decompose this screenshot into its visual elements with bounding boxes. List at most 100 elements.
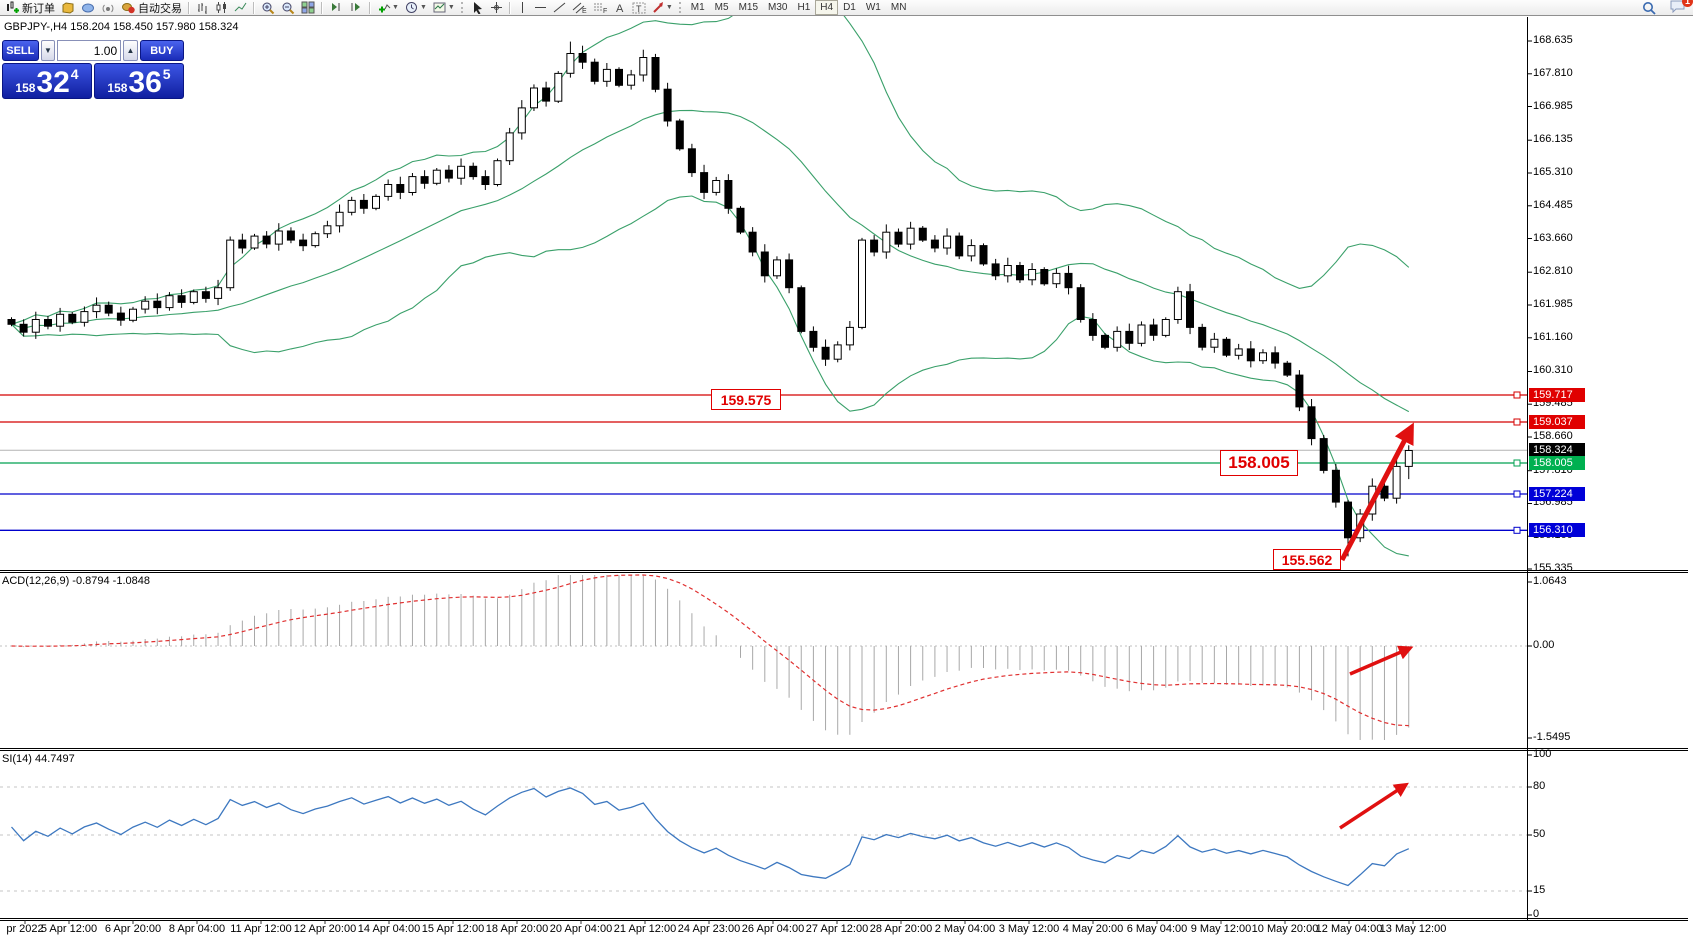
time-axis-label: 5 Apr 12:00 (40, 923, 98, 935)
tab-timeframe-H1[interactable]: H1 (797, 2, 811, 13)
text-tool[interactable]: A (611, 0, 629, 15)
buy-price-major: 158 (107, 81, 128, 95)
macd-trend-arrow[interactable] (1349, 645, 1414, 676)
sell-price-display[interactable]: 158 32 4 (2, 63, 92, 99)
zoom-out-icon[interactable] (278, 0, 298, 15)
line-handle[interactable] (1513, 391, 1521, 399)
chart-shift-icon[interactable] (346, 0, 366, 15)
price-line-badge: 159.037 (1529, 415, 1585, 430)
buy-price-display[interactable]: 158 36 5 (94, 63, 184, 99)
tab-timeframe-M15[interactable]: M15 (738, 2, 759, 13)
profiles-icon[interactable] (58, 0, 78, 15)
svg-text:F: F (603, 8, 607, 14)
price-tick-label: 155.335 (1533, 561, 1573, 574)
tab-timeframe-M5[interactable]: M5 (714, 2, 729, 13)
text-label-tool[interactable]: T (629, 0, 649, 15)
equidistant-channel-tool[interactable]: E (569, 0, 590, 15)
line-chart-icon[interactable] (231, 0, 250, 15)
autotrading-label: 自动交易 (138, 2, 182, 15)
volume-input[interactable] (57, 40, 122, 61)
market-watch-icon[interactable] (78, 0, 98, 15)
buy-price-pips: 36 (128, 66, 162, 99)
main-chart-trend-arrow[interactable] (1339, 422, 1414, 562)
arrows-tool-dropdown[interactable]: ▼ (649, 0, 676, 15)
price-tick-label: 167.810 (1533, 66, 1573, 79)
periods-dropdown[interactable]: ▼ (402, 0, 430, 15)
time-axis-label: 3 May 12:00 (998, 923, 1060, 935)
volume-decrease-button[interactable]: ▼ (40, 40, 56, 61)
price-line-badge: 156.310 (1529, 523, 1585, 538)
main-chart-plot-area[interactable] (0, 17, 1527, 570)
tab-timeframe-M30[interactable]: M30 (768, 2, 788, 13)
tab-timeframe-D1[interactable]: D1 (843, 2, 856, 13)
line-handle[interactable] (1513, 418, 1521, 426)
time-axis-label: 28 Apr 20:00 (869, 923, 933, 935)
price-line-badge: 157.224 (1529, 487, 1585, 501)
toolbar: 新订单 自动交易 ▼ ▼ ▼ E F A T ▼ M1 M5 M15 M30 H1 H4 D… (0, 0, 1693, 16)
search-icon[interactable] (1639, 0, 1660, 15)
autotrading-button[interactable]: 自动交易 (118, 0, 185, 15)
price-tick-label: 161.160 (1533, 330, 1573, 343)
notifications-button[interactable]: 1 (1670, 0, 1693, 16)
candlestick-chart-icon[interactable] (212, 0, 231, 15)
tab-timeframe-MN[interactable]: MN (890, 2, 907, 13)
bollinger-upper-band (11, 0, 1410, 325)
macd-histogram (23, 575, 1410, 740)
time-axis-label: 9 May 12:00 (1190, 923, 1252, 935)
price-line-badge: 159.717 (1529, 388, 1585, 403)
buy-button[interactable]: BUY (139, 40, 185, 61)
time-axis-label: 6 Apr 20:00 (104, 923, 162, 935)
bar-chart-icon[interactable] (193, 0, 212, 15)
tab-timeframe-M1[interactable]: M1 (690, 2, 705, 13)
horizontal-line-tool[interactable] (531, 0, 550, 15)
line-handle[interactable] (1513, 526, 1521, 534)
toolbar-grip (678, 2, 683, 13)
price-tick-label: 164.485 (1533, 198, 1573, 211)
time-axis-label: 20 Apr 04:00 (549, 923, 613, 935)
zoom-in-icon[interactable] (258, 0, 278, 15)
bollinger-lower-band (11, 195, 1409, 557)
indicators-dropdown[interactable]: ▼ (374, 0, 402, 15)
templates-dropdown[interactable]: ▼ (430, 0, 458, 15)
tile-windows-icon[interactable] (298, 0, 318, 15)
rsi-plot-area[interactable] (0, 750, 1527, 918)
macd-plot-area[interactable] (0, 572, 1527, 748)
tab-timeframe-W1[interactable]: W1 (865, 2, 881, 13)
cursor-tool[interactable] (468, 0, 487, 15)
line-handle[interactable] (1513, 490, 1521, 498)
macd-axis-label: -1.5495 (1533, 731, 1571, 743)
vertical-line-tool[interactable] (514, 0, 531, 15)
chevron-down-icon: ▼ (392, 4, 399, 11)
macd-signal-line (11, 574, 1409, 727)
rsi-trend-arrow[interactable] (1339, 782, 1409, 830)
price-annotation[interactable]: 159.575 (711, 389, 781, 410)
fibonacci-tool[interactable]: F (590, 0, 611, 15)
toolbar-grip (460, 2, 465, 13)
trendline-tool[interactable] (550, 0, 569, 15)
price-annotation[interactable]: 155.562 (1273, 549, 1341, 570)
time-axis-label: 27 Apr 12:00 (805, 923, 869, 935)
rsi-axis-label: 0 (1533, 908, 1540, 920)
volume-increase-button[interactable]: ▲ (123, 40, 138, 61)
toolbar-separator (253, 1, 255, 14)
signals-icon[interactable] (98, 0, 118, 15)
tab-timeframe-H4[interactable]: H4 (815, 0, 839, 15)
svg-text:A: A (616, 3, 624, 14)
timeframe-toolbar: M1 M5 M15 M30 H1 H4 D1 W1 MN (686, 0, 912, 15)
rsi-axis-label: 80 (1533, 780, 1546, 792)
svg-text:E: E (582, 8, 587, 14)
toolbar-separator (321, 1, 323, 14)
sell-button[interactable]: SELL (2, 40, 39, 61)
crosshair-tool[interactable] (487, 0, 506, 15)
autotrading-icon (122, 3, 135, 14)
price-annotation[interactable]: 158.005 (1220, 450, 1298, 476)
time-axis-label: 2 May 04:00 (934, 923, 996, 935)
time-axis-label: 15 Apr 12:00 (421, 923, 485, 935)
new-order-button[interactable]: 新订单 (3, 0, 58, 15)
auto-scroll-icon[interactable] (326, 0, 346, 15)
price-tick-label: 165.310 (1533, 165, 1573, 178)
line-handle[interactable] (1513, 459, 1521, 467)
rsi-indicator-label: SI(14) 44.7497 (2, 753, 75, 765)
time-axis-label: 14 Apr 04:00 (357, 923, 421, 935)
svg-text:T: T (636, 4, 642, 14)
